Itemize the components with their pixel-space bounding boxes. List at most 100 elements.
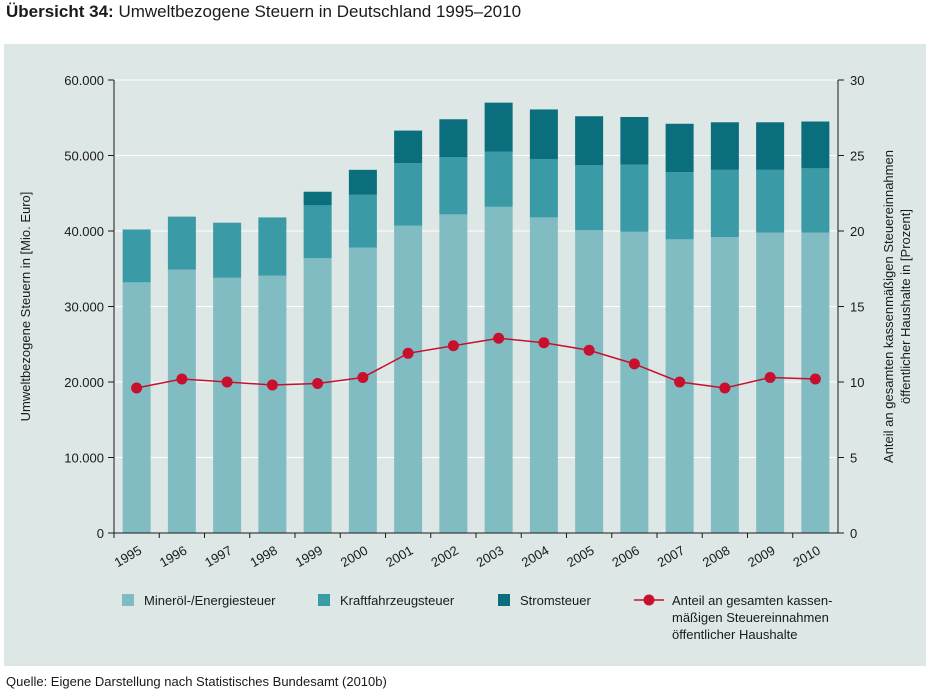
share-point <box>312 378 324 390</box>
x-tick-label: 1999 <box>293 543 326 570</box>
share-point <box>402 347 414 359</box>
share-point <box>538 337 550 349</box>
bar-strom <box>484 102 513 152</box>
y-tick-label: 20.000 <box>64 375 104 390</box>
share-line <box>131 332 821 394</box>
bar-kfz <box>801 168 830 233</box>
share-point <box>221 376 233 388</box>
share-point <box>447 340 459 352</box>
heading-label: Übersicht 34: <box>6 2 114 21</box>
x-tick-label: 2005 <box>564 543 597 570</box>
y2-tick-label: 10 <box>850 375 864 390</box>
bar-strom <box>710 122 739 170</box>
y-axis-title: Umweltbezogene Steuern in [Mio. Euro] <box>18 192 33 422</box>
share-point <box>674 376 686 388</box>
legend-swatch-mineral <box>122 594 134 606</box>
share-point <box>764 371 776 383</box>
share-point <box>583 344 595 356</box>
x-tick-label: 2006 <box>609 543 642 570</box>
bar-kfz <box>303 205 332 259</box>
bar-kfz <box>348 194 377 248</box>
y-tick-label: 0 <box>97 526 104 541</box>
bar-kfz <box>756 169 785 233</box>
bar-kfz <box>710 169 739 238</box>
bar-strom <box>756 122 785 170</box>
legend-label: Mineröl-/Energiesteuer <box>144 593 276 608</box>
legend-label: Stromsteuer <box>520 593 591 608</box>
bar-strom <box>439 119 468 158</box>
bar-mineral <box>122 282 151 533</box>
heading-title: Umweltbezogene Steuern in Deutschland 19… <box>118 2 522 21</box>
x-tick-label: 2008 <box>700 543 733 570</box>
x-tick-label: 2009 <box>745 543 778 570</box>
y2-axis-title: öffentlicher Haushalte in [Prozent] <box>898 209 913 404</box>
x-tick-label: 2002 <box>428 543 461 570</box>
bar-kfz <box>167 216 196 270</box>
bar-mineral <box>529 217 558 533</box>
bar-strom <box>801 121 830 169</box>
share-point <box>131 382 143 394</box>
x-tick-label: 1998 <box>247 543 280 570</box>
x-tick-label: 1997 <box>202 543 235 570</box>
share-point <box>628 358 640 370</box>
legend: Mineröl-/Energiesteuer Kraftfahrzeugsteue… <box>122 593 832 642</box>
bar-kfz <box>665 172 694 240</box>
share-point <box>176 373 188 385</box>
y2-tick-label: 5 <box>850 451 857 466</box>
legend-label: öffentlicher Haushalte <box>672 627 798 642</box>
bar-strom <box>620 116 649 165</box>
bar-kfz <box>213 222 242 278</box>
bar-strom <box>348 169 377 195</box>
y2-tick-label: 0 <box>850 526 857 541</box>
bar-strom <box>665 123 694 173</box>
share-point <box>809 373 821 385</box>
y2-tick-label: 20 <box>850 224 864 239</box>
bar-mineral <box>484 206 513 533</box>
x-tick-label: 2000 <box>338 543 371 570</box>
y-tick-label: 40.000 <box>64 224 104 239</box>
bar-kfz <box>394 163 423 226</box>
x-tick-label: 1996 <box>157 543 190 570</box>
source-note: Quelle: Eigene Darstellung nach Statisti… <box>6 674 387 689</box>
y-tick-label: 30.000 <box>64 300 104 315</box>
bar-kfz <box>484 151 513 207</box>
chart-heading: Übersicht 34: Umweltbezogene Steuern in … <box>6 2 521 22</box>
share-point <box>719 382 731 394</box>
bar-mineral <box>348 247 377 534</box>
bar-strom <box>575 116 604 166</box>
share-point <box>266 379 278 391</box>
bar-mineral <box>258 275 287 533</box>
x-tick-label: 2010 <box>790 543 823 570</box>
x-tick-label: 2007 <box>655 543 688 570</box>
share-point <box>357 371 369 383</box>
y2-axis-title: Anteil an gesamten kassenmäßigen Steuere… <box>881 150 896 463</box>
share-point <box>493 332 505 344</box>
legend-swatch-kfz <box>318 594 330 606</box>
bar-mineral <box>575 230 604 533</box>
axes <box>108 79 844 538</box>
bar-strom <box>529 109 558 160</box>
x-tick-label: 1995 <box>112 543 145 570</box>
y2-tick-label: 25 <box>850 149 864 164</box>
legend-label: mäßigen Steuereinnahmen <box>672 610 829 625</box>
bar-mineral <box>439 214 468 533</box>
bar-kfz <box>122 229 151 283</box>
bar-mineral <box>303 258 332 533</box>
bar-kfz <box>439 157 468 215</box>
y2-tick-label: 30 <box>850 73 864 88</box>
x-tick-label: 2001 <box>383 543 416 570</box>
bar-kfz <box>575 165 604 231</box>
bar-kfz <box>620 164 649 232</box>
bar-mineral <box>213 277 242 533</box>
x-tick-label: 2004 <box>519 543 552 570</box>
bar-kfz <box>258 217 287 276</box>
legend-point-swatch <box>643 594 655 606</box>
share-line-path <box>136 337 816 389</box>
bar-kfz <box>529 159 558 218</box>
y2-tick-label: 15 <box>850 300 864 315</box>
bar-strom <box>394 130 423 164</box>
bar-mineral <box>167 269 196 533</box>
bar-mineral <box>620 231 649 533</box>
x-tick-label: 2003 <box>474 543 507 570</box>
